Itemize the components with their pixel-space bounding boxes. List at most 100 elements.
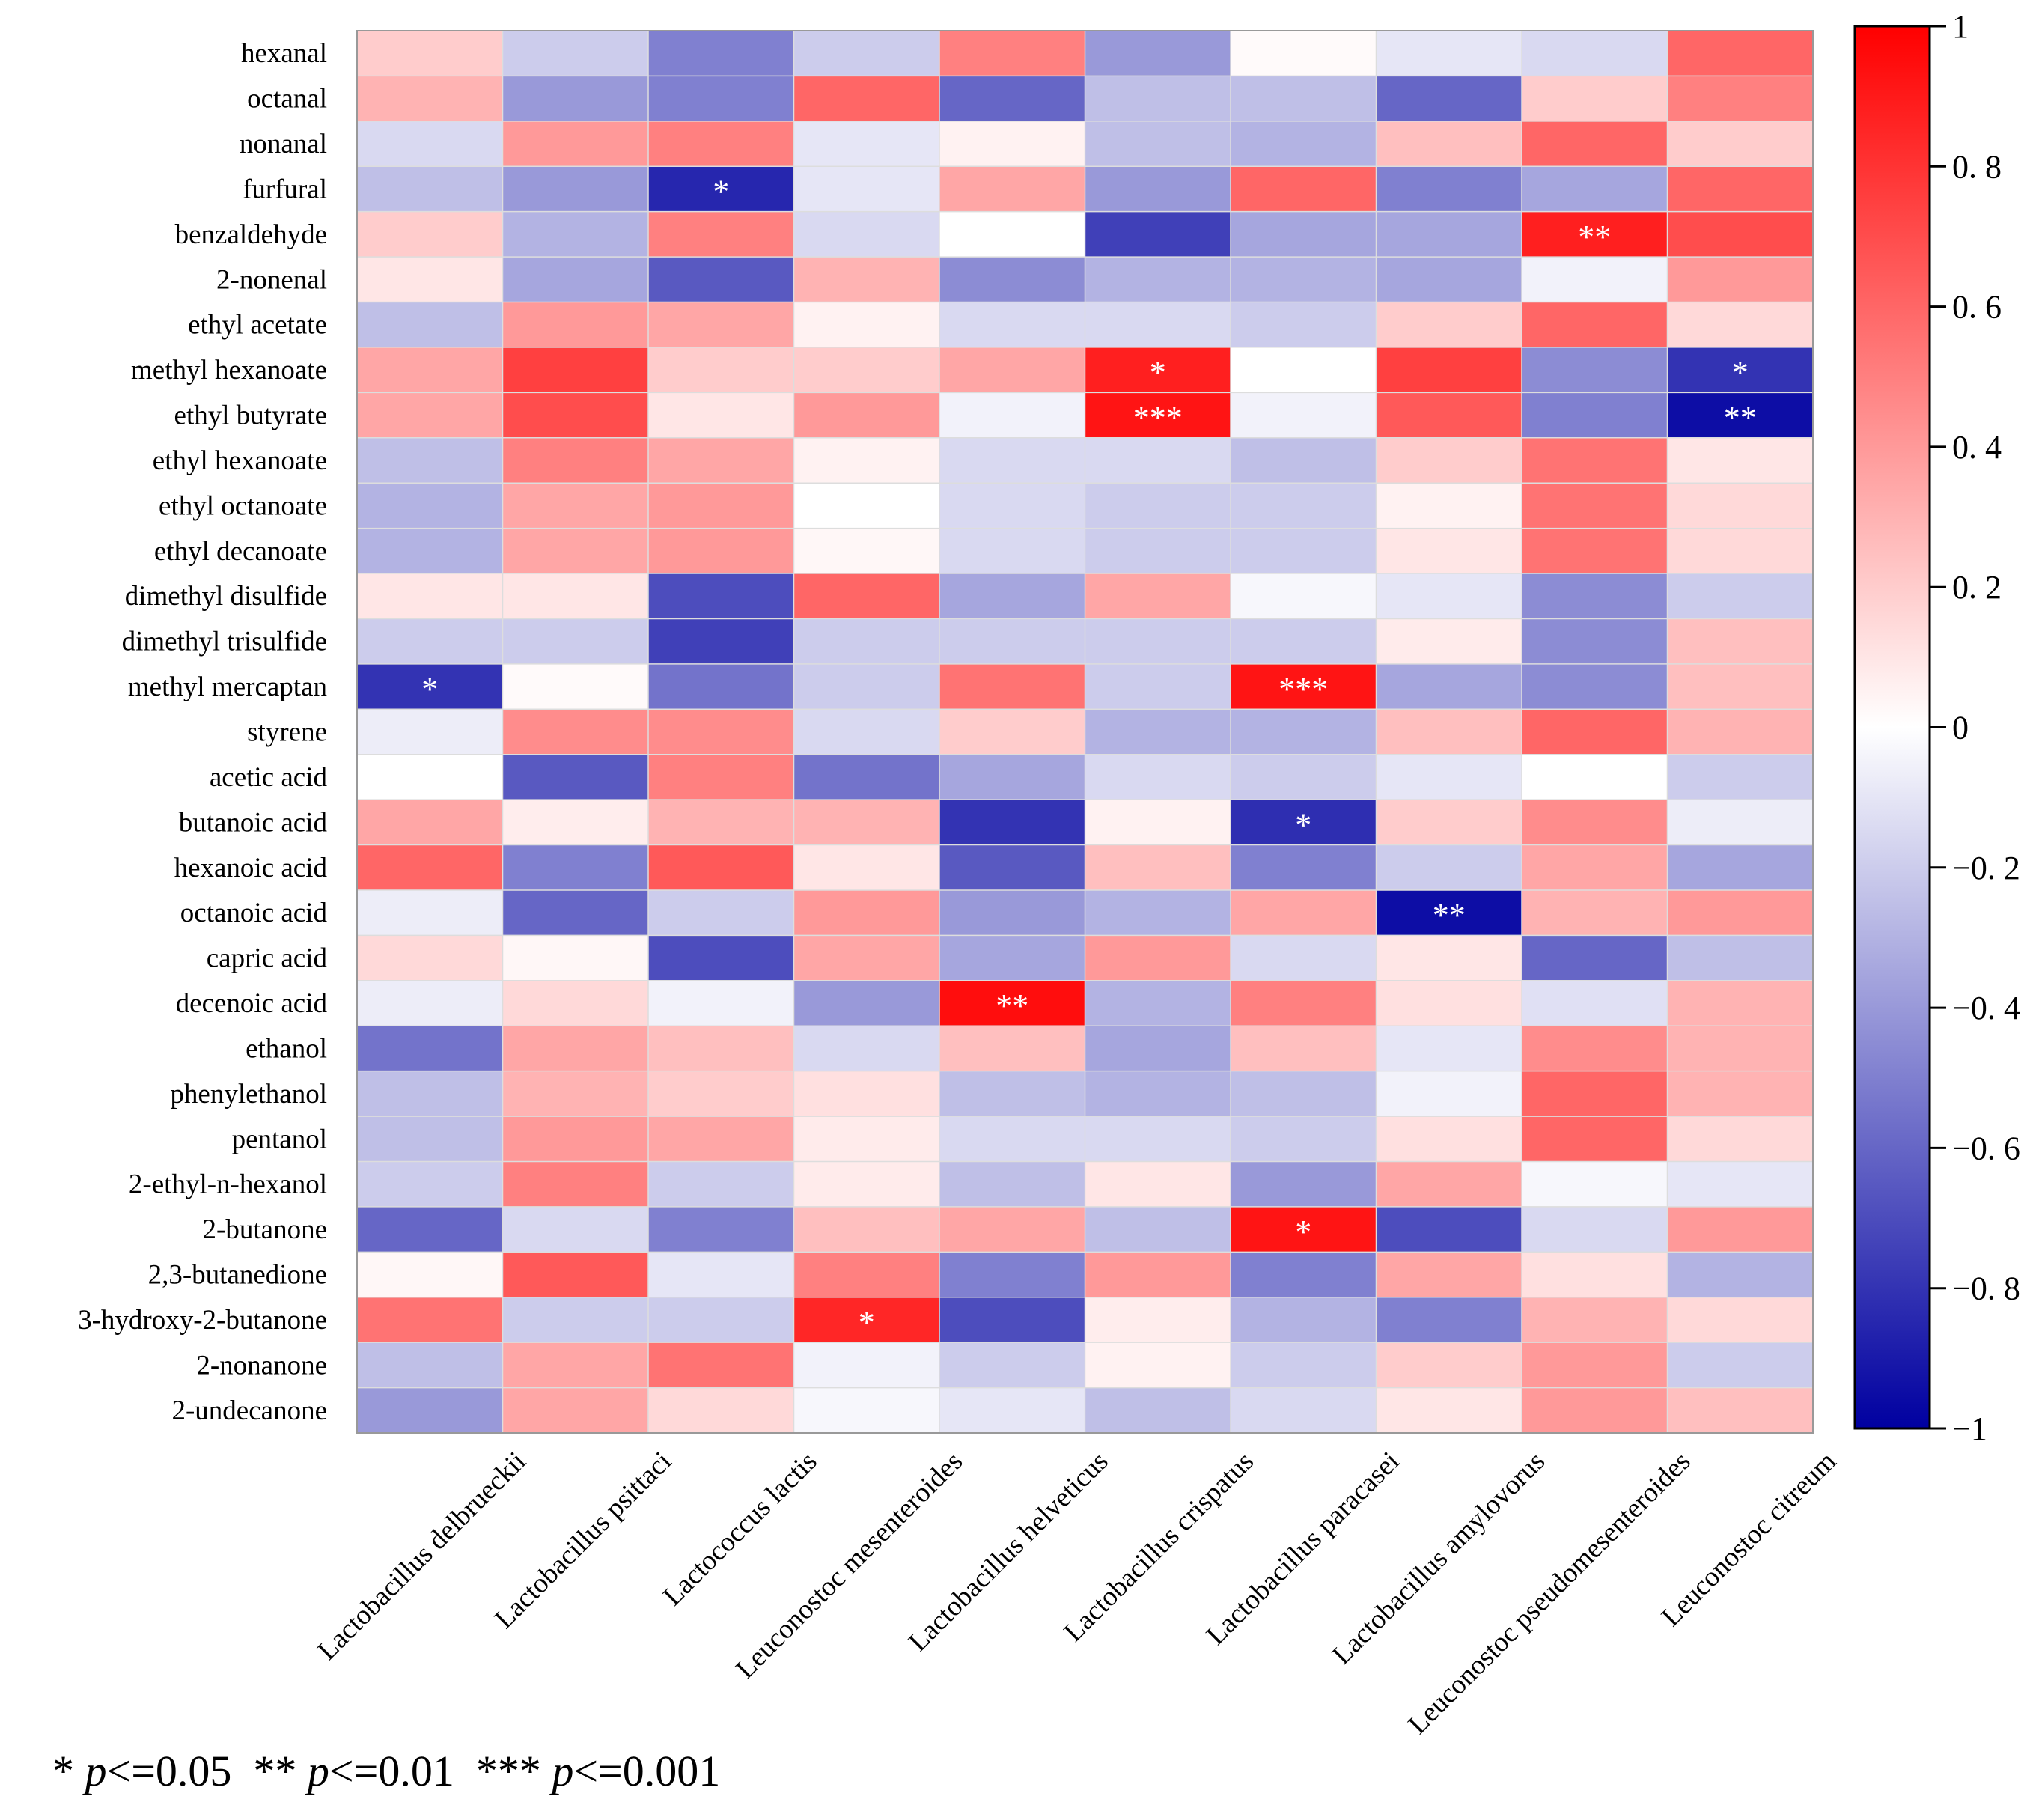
heatmap-cell xyxy=(793,437,939,484)
heatmap-cell xyxy=(357,121,503,167)
heatmap-cell xyxy=(1667,1387,1813,1433)
heatmap-cell xyxy=(648,935,794,981)
heatmap-cell xyxy=(648,528,794,574)
heatmap-cell xyxy=(1376,347,1522,393)
heatmap-cell xyxy=(939,76,1085,121)
heatmap-cell xyxy=(939,935,1085,981)
heatmap-cell xyxy=(939,1387,1085,1433)
heatmap-cell xyxy=(1522,1026,1668,1071)
heatmap-grid xyxy=(357,31,1813,1433)
heatmap-cell xyxy=(1522,483,1668,529)
heatmap-cell xyxy=(1522,1116,1668,1162)
heatmap-cell xyxy=(648,1297,794,1343)
heatmap-cell xyxy=(939,392,1085,438)
row-label: ethanol xyxy=(246,1033,327,1064)
heatmap-cell xyxy=(1085,121,1231,167)
heatmap-cells: **** **** *** ********** xyxy=(357,31,1813,1433)
heatmap-cell xyxy=(1085,347,1231,393)
heatmap-cell xyxy=(1376,663,1522,710)
heatmap-cell xyxy=(1522,392,1668,438)
row-label: octanoic acid xyxy=(180,898,328,928)
heatmap-cell xyxy=(793,709,939,755)
row-label: nonanal xyxy=(240,129,327,159)
heatmap-cell xyxy=(1231,663,1377,710)
heatmap-cell xyxy=(502,980,648,1026)
heatmap-cell xyxy=(793,1342,939,1388)
row-label: styrene xyxy=(247,717,327,748)
heatmap-cell xyxy=(1231,1206,1377,1253)
heatmap-cell xyxy=(793,1116,939,1162)
heatmap-cell xyxy=(357,754,503,800)
heatmap-cell xyxy=(793,1071,939,1117)
heatmap-cell xyxy=(793,1297,939,1343)
colorbar-tick-label: −1 xyxy=(1952,1410,1987,1447)
heatmap-cell xyxy=(1522,754,1668,800)
heatmap-cell xyxy=(793,347,939,393)
heatmap-cell xyxy=(648,121,794,167)
heatmap-cell xyxy=(1667,754,1813,800)
heatmap-cell xyxy=(648,1026,794,1071)
heatmap-cell xyxy=(1231,889,1377,936)
heatmap-cell xyxy=(939,211,1085,258)
row-label: octanal xyxy=(247,84,327,115)
heatmap-cell xyxy=(1231,980,1377,1026)
heatmap-cell xyxy=(357,31,503,76)
heatmap-cell xyxy=(1085,392,1231,438)
heatmap-cell xyxy=(1522,347,1668,393)
heatmap-cell xyxy=(939,483,1085,529)
heatmap-cell xyxy=(648,800,794,845)
heatmap-cell xyxy=(357,844,503,890)
heatmap-cell xyxy=(939,121,1085,167)
heatmap-cell xyxy=(1085,483,1231,529)
heatmap-cell xyxy=(1667,573,1813,619)
heatmap-cell xyxy=(1376,844,1522,890)
heatmap-cell xyxy=(1231,76,1377,121)
significance-mark: * xyxy=(713,173,729,210)
heatmap-cell xyxy=(357,618,503,664)
heatmap-cell xyxy=(1376,709,1522,755)
heatmap-cell xyxy=(1085,754,1231,800)
heatmap-cell xyxy=(1376,889,1522,936)
row-label: pentanol xyxy=(232,1124,327,1154)
heatmap-cell xyxy=(648,1206,794,1253)
heatmap-cell xyxy=(1376,754,1522,800)
row-label: dimethyl trisulfide xyxy=(122,627,327,657)
heatmap-cell xyxy=(502,1206,648,1253)
significance-mark: ** xyxy=(1578,219,1611,255)
row-labels: hexanal octanal nonanal furfural benzaldehyd… xyxy=(78,38,327,1426)
plot-frame xyxy=(356,30,1814,1434)
heatmap-cell xyxy=(1522,1342,1668,1388)
heatmap-cell xyxy=(1667,347,1813,393)
heatmap-cell xyxy=(1522,709,1668,755)
heatmap-cell xyxy=(1085,76,1231,121)
heatmap-cell xyxy=(1667,1071,1813,1117)
heatmap-cell xyxy=(793,121,939,167)
heatmap-cell xyxy=(357,1161,503,1207)
row-label: 2-nonenal xyxy=(216,264,327,295)
heatmap-cell xyxy=(1376,573,1522,619)
row-label: ethyl decanoate xyxy=(154,536,327,567)
heatmap-cell xyxy=(1231,754,1377,800)
heatmap-cell xyxy=(939,980,1085,1026)
heatmap-cell xyxy=(502,528,648,574)
heatmap-cell xyxy=(1376,1297,1522,1343)
heatmap-cell xyxy=(1376,1026,1522,1071)
heatmap-cell xyxy=(502,166,648,212)
heatmap-cell xyxy=(793,663,939,710)
heatmap-cell xyxy=(357,528,503,574)
heatmap-cell xyxy=(793,844,939,890)
heatmap-cell xyxy=(1085,935,1231,981)
heatmap-cell xyxy=(357,709,503,755)
column-label: Lactococcus lactis xyxy=(657,1446,823,1611)
heatmap-cell xyxy=(1085,166,1231,212)
significance-mark: *** xyxy=(1133,400,1183,436)
heatmap-cell xyxy=(502,1387,648,1433)
heatmap-cell xyxy=(1667,935,1813,981)
heatmap-cell xyxy=(357,1071,503,1117)
heatmap-cell xyxy=(939,1161,1085,1207)
heatmap-cell xyxy=(648,1252,794,1297)
heatmap-cell xyxy=(1231,1252,1377,1297)
heatmap-cell xyxy=(1231,211,1377,258)
heatmap-cell xyxy=(1231,573,1377,619)
